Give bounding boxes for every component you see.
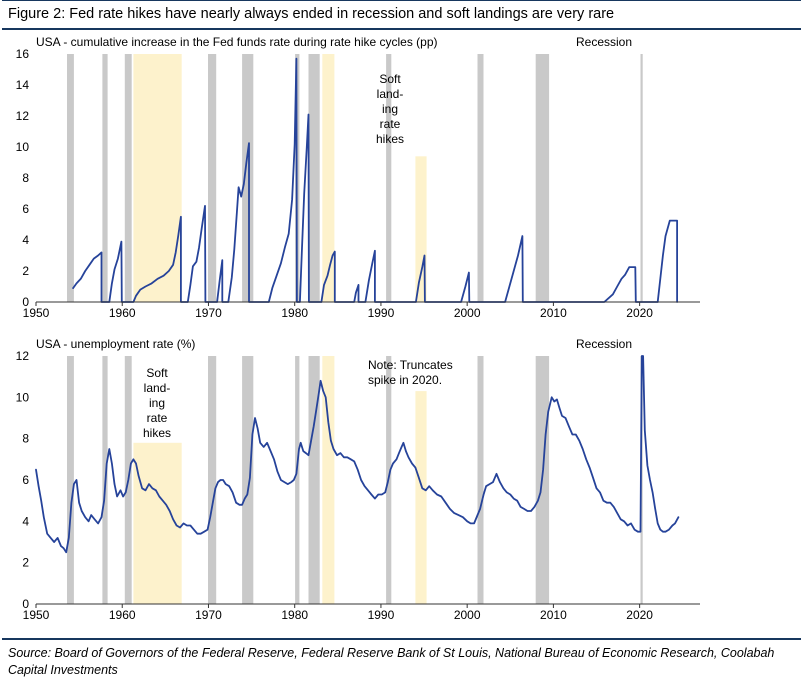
recession-band: [208, 54, 217, 302]
recession-band: [308, 356, 320, 604]
recession-band: [535, 54, 550, 302]
soft-landing-band: [133, 442, 182, 604]
y-tick-label: 12: [16, 109, 30, 123]
recession-band: [102, 54, 108, 302]
x-tick-label: 1960: [109, 306, 136, 320]
y-tick-label: 14: [16, 78, 30, 92]
recession-band: [308, 54, 320, 302]
recession-band: [386, 54, 392, 302]
x-tick-label: 1970: [195, 306, 222, 320]
recession-band: [208, 356, 217, 604]
x-tick-label: 2020: [626, 608, 653, 622]
fed-funds-rate-hike-chart: 1950 1960 1970 1980 1990 2000 2010 2020 0 2 4 6 8 10 1…: [0, 30, 803, 332]
soft-landing-band: [415, 156, 427, 302]
y-tick-label: 4: [22, 514, 29, 528]
y-tick-label: 12: [16, 349, 30, 363]
chart1-title: USA - cumulative increase in the Fed fun…: [36, 35, 438, 49]
y-tick-label: 4: [22, 233, 29, 247]
figure-title: Figure 2: Fed rate hikes have nearly alw…: [2, 0, 801, 30]
y-tick-label: 10: [16, 140, 30, 154]
y-tick-label: 8: [22, 171, 29, 185]
recession-band: [477, 54, 484, 302]
recession-band: [124, 54, 132, 302]
y-tick-label: 6: [22, 202, 29, 216]
y-tick-label: 0: [22, 597, 29, 611]
soft-landing-band: [415, 391, 427, 604]
y-tick-label: 6: [22, 473, 29, 487]
unemployment-rate-chart: 1950 1960 1970 1980 1990 2000 2010 2020 0 2 4 6 8 10 1…: [0, 332, 803, 634]
source-note: Source: Board of Governors of the Federa…: [2, 638, 801, 684]
recession-band: [242, 54, 254, 302]
x-tick-label: 1950: [23, 306, 50, 320]
y-tick-label: 16: [16, 47, 30, 61]
x-tick-label: 2000: [454, 608, 481, 622]
recession-band: [242, 356, 254, 604]
soft-landing-band: [133, 54, 182, 302]
x-tick-label: 1970: [195, 608, 222, 622]
chart1-plot-area: 1950 1960 1970 1980 1990 2000 2010 2020 0 2 4 6 8 10 1…: [16, 47, 700, 320]
x-tick-label: 1980: [281, 306, 308, 320]
y-tick-label: 8: [22, 432, 29, 446]
y-tick-label: 2: [22, 264, 29, 278]
chart2-soft-landing-annotation: Soft land- ing rate hikes: [142, 366, 171, 440]
chart2-truncation-note: Note: Truncates spike in 2020.: [368, 358, 453, 387]
x-tick-label: 1980: [281, 608, 308, 622]
y-tick-label: 10: [16, 390, 30, 404]
recession-band: [67, 54, 74, 302]
recession-band: [295, 356, 300, 604]
recession-band: [477, 356, 484, 604]
x-tick-label: 2020: [626, 306, 653, 320]
soft-landing-band: [322, 54, 335, 302]
recession-band: [640, 54, 643, 302]
chart2-recession-label: Recession: [576, 337, 633, 351]
y-tick-label: 2: [22, 556, 29, 570]
x-tick-label: 1990: [368, 306, 395, 320]
x-tick-label: 1990: [368, 608, 395, 622]
chart2-title: USA - unemployment rate (%): [36, 337, 196, 351]
chart2-plot-area: 1950 1960 1970 1980 1990 2000 2010 2020 0 2 4 6 8 10 1…: [16, 349, 700, 622]
soft-landing-band: [322, 356, 335, 604]
y-tick-label: 0: [22, 295, 29, 309]
x-tick-label: 2010: [540, 306, 567, 320]
data-series-line: [35, 355, 680, 554]
x-tick-label: 2010: [540, 608, 567, 622]
data-series-line: [72, 57, 678, 303]
recession-band: [67, 356, 74, 604]
chart1-recession-label: Recession: [576, 35, 633, 49]
chart1-soft-landing-annotation: Soft land- ing rate hikes: [375, 72, 404, 146]
x-tick-label: 1950: [23, 608, 50, 622]
x-tick-label: 1960: [109, 608, 136, 622]
x-tick-label: 2000: [454, 306, 481, 320]
